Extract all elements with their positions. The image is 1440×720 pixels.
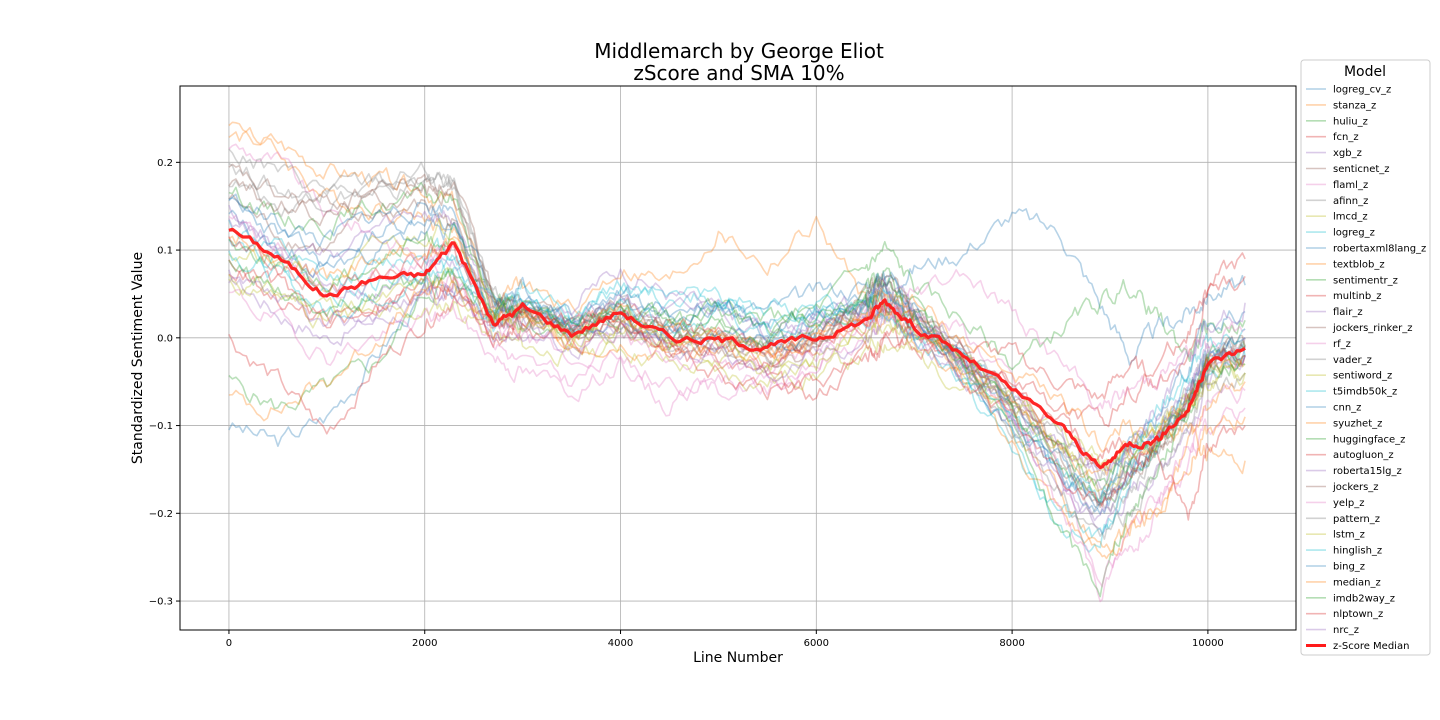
legend-label: z-Score Median	[1333, 641, 1409, 652]
legend-label: nrc_z	[1333, 625, 1359, 636]
series-line-multinb_z	[228, 268, 1246, 428]
series-line-nlptown_z	[228, 236, 1246, 507]
x-tick-label: 6000	[804, 638, 829, 649]
y-tick-label: −0.3	[149, 597, 173, 608]
series-line-fcn_z	[228, 252, 1246, 435]
series-line-sentiword_z	[228, 217, 1246, 493]
legend-label: textblob_z	[1333, 259, 1385, 270]
x-tick-label: 8000	[999, 638, 1024, 649]
y-axis-label: Standardized Sentiment Value	[130, 252, 146, 464]
series-line-logreg_z	[228, 219, 1246, 538]
legend-label: logreg_z	[1333, 228, 1375, 239]
legend-label: median_z	[1333, 577, 1381, 588]
series-line-flaml_z	[228, 143, 1246, 603]
series-line-hinglish_z	[228, 250, 1246, 506]
legend-label: multinb_z	[1333, 291, 1382, 302]
series-line-autogluon_z	[228, 259, 1246, 521]
legend-label: huliu_z	[1333, 116, 1368, 127]
legend-label: hinglish_z	[1333, 546, 1382, 557]
series-line-jockers_z	[228, 178, 1246, 506]
y-tick-label: 0.1	[157, 246, 173, 257]
series-line-stanza_z	[228, 121, 1246, 557]
x-axis-label: Line Number	[693, 650, 783, 666]
series-line-syuzhet_z	[228, 278, 1246, 475]
legend-items: logreg_cv_z stanza_z huliu_z fcn_z xgb_zsent…	[1306, 85, 1426, 652]
legend-label: autogluon_z	[1333, 450, 1394, 461]
series-line-roberta15lg_z	[228, 210, 1246, 522]
legend-label: fcn_z	[1333, 132, 1359, 143]
median-line	[228, 227, 1246, 469]
legend-label: stanza_z	[1333, 100, 1376, 111]
legend-label: afinn_z	[1333, 196, 1368, 207]
median-line-layer	[228, 227, 1246, 469]
legend-label: jockers_z	[1332, 482, 1379, 493]
chart-title: Middlemarch by George Eliot	[594, 39, 884, 63]
y-tick-label: 0.0	[157, 333, 173, 344]
chart-subtitle: zScore and SMA 10%	[633, 61, 844, 85]
series-line-textblob_z	[228, 126, 1246, 560]
legend-label: syuzhet_z	[1333, 418, 1382, 429]
x-tick-label: 10000	[1192, 638, 1224, 649]
legend-label: cnn_z	[1333, 403, 1361, 414]
series-line-sentimentr_z	[228, 182, 1246, 504]
legend-label: robertaxml8lang_z	[1333, 244, 1426, 255]
legend-label: pattern_z	[1333, 514, 1380, 525]
legend-label: huggingface_z	[1333, 434, 1405, 445]
legend-label: roberta15lg_z	[1333, 466, 1402, 477]
legend-label: yelp_z	[1333, 498, 1364, 509]
series-line-jockers_rinker_z	[228, 163, 1246, 500]
legend-label: imdb2way_z	[1333, 593, 1395, 604]
y-tick-label: 0.2	[157, 158, 173, 169]
legend-title: Model	[1344, 64, 1386, 80]
legend: Model logreg_cv_z stanza_z huliu_z fcn_zxgb…	[1300, 59, 1431, 656]
grid-lines	[180, 86, 1296, 630]
legend-label: sentiword_z	[1333, 371, 1392, 382]
x-axis-ticks: 0 2000 4000 6000 8000 10000	[226, 630, 1224, 649]
legend-label: jockers_rinker_z	[1332, 323, 1412, 334]
series-line-robertaxml8lang_z	[228, 209, 1246, 504]
series-line-median_z	[228, 234, 1246, 479]
series-line-lstm_z	[228, 266, 1246, 472]
series-line-xgb_z	[228, 204, 1246, 535]
legend-label: flaml_z	[1333, 180, 1368, 191]
legend-label: flair_z	[1333, 307, 1363, 318]
series-line-bing_z	[228, 193, 1246, 509]
y-axis-ticks: −0.3 −0.2 −0.1 0.0 0.1 0.2	[149, 158, 180, 608]
series-line-huliu_z	[228, 240, 1246, 411]
legend-label: lmcd_z	[1333, 212, 1368, 223]
series-line-flair_z	[228, 268, 1246, 491]
series-line-yelp_z	[228, 214, 1246, 588]
x-tick-label: 2000	[412, 638, 437, 649]
y-tick-label: −0.1	[149, 421, 173, 432]
series-line-logreg_cv_z	[228, 208, 1246, 447]
legend-label: xgb_z	[1333, 148, 1362, 159]
legend-label: lstm_z	[1333, 530, 1365, 541]
series-line-pattern_z	[228, 148, 1246, 540]
series-line-huggingface_z	[228, 221, 1246, 598]
series-line-senticnet_z	[228, 193, 1246, 509]
legend-box	[1300, 59, 1431, 656]
series-line-imdb2way_z	[228, 259, 1246, 487]
x-tick-label: 0	[226, 638, 232, 649]
legend-label: t5imdb50k_z	[1333, 387, 1397, 398]
series-line-rf_z	[228, 269, 1246, 412]
y-tick-label: −0.2	[149, 509, 173, 520]
legend-label: logreg_cv_z	[1333, 85, 1391, 96]
legend-label: vader_z	[1333, 355, 1372, 366]
series-line-vader_z	[228, 162, 1246, 516]
series-line-nrc_z	[228, 276, 1246, 472]
plot-frame	[179, 85, 1297, 631]
series-lines	[228, 121, 1246, 603]
legend-label: bing_z	[1333, 562, 1365, 573]
legend-label: senticnet_z	[1333, 164, 1390, 175]
x-tick-label: 4000	[608, 638, 633, 649]
legend-label: rf_z	[1333, 339, 1351, 350]
legend-label: nlptown_z	[1333, 609, 1383, 620]
legend-label: sentimentr_z	[1333, 275, 1398, 286]
series-line-afinn_z	[228, 175, 1246, 482]
